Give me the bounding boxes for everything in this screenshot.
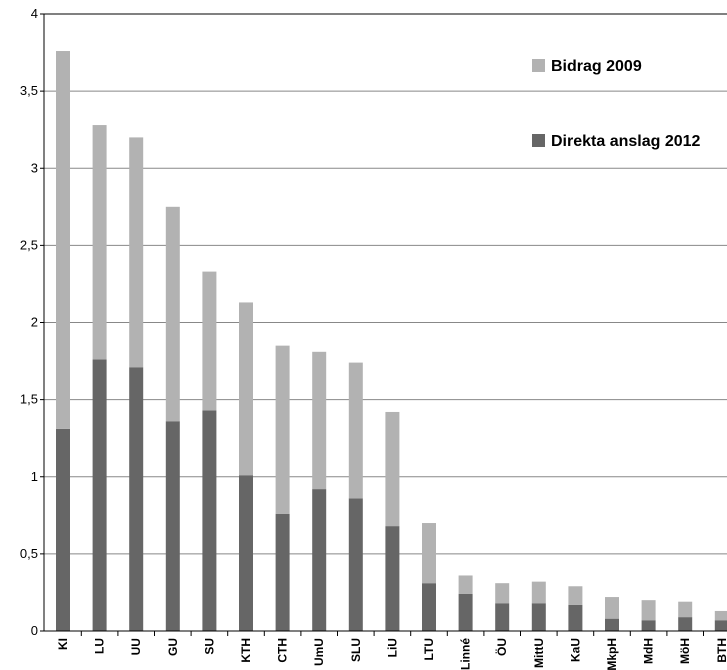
x-tick-label: CTH [276,638,290,663]
bar-segment-direkta [568,604,583,631]
x-tick-label: KaU [568,638,582,662]
bar-segment-bidrag [495,583,510,604]
bar-segment-bidrag [92,125,107,360]
y-tick-label: 3,5 [20,83,38,98]
bar-segment-direkta [312,489,327,631]
legend: Bidrag 2009 Direkta anslag 2012 [532,58,701,150]
x-tick-label: MöH [678,638,692,664]
x-tick-label: ÖU [494,638,509,656]
bar-segment-bidrag [678,601,693,618]
bar-segment-direkta [641,620,656,631]
bar-segment-direkta [714,620,727,631]
x-tick-label: KTH [239,638,253,663]
x-tick-label: MdH [642,638,656,664]
x-tick-label: GU [166,638,180,656]
legend-label-bidrag: Bidrag 2009 [551,58,642,75]
bar-segment-bidrag [531,581,546,604]
bar-segment-bidrag [605,597,619,619]
bar-segment-direkta [605,618,619,631]
legend-swatch-direkta [532,134,545,147]
bar-segment-bidrag [312,351,327,490]
y-tick-label: 2,5 [20,237,38,252]
bar-segment-direkta [275,513,290,631]
bar-segment-direkta [422,583,436,631]
x-tick-label: SU [202,638,216,655]
bar-segment-bidrag [641,600,656,621]
bar-segment-direkta [385,526,400,631]
bar-segment-direkta [129,367,144,631]
bar-segment-direkta [495,603,510,631]
bar-segment-bidrag [422,523,436,584]
bar-segment-bidrag [202,271,217,411]
bar-segment-direkta [239,475,253,631]
x-tick-label: Linné [459,638,473,670]
bar-segment-direkta [92,359,107,631]
bar-segment-direkta [165,421,180,631]
bar-segment-bidrag [239,302,253,476]
y-tick-label: 0 [31,623,38,638]
y-tick-labels: 0 0,5 1 1,5 2 2,5 3 3,5 4 [20,6,44,638]
x-tick-label: KI [56,638,70,650]
y-tick-label: 3 [31,160,38,175]
x-tick-label: LTU [422,638,436,660]
grid-lines [44,13,727,555]
y-tick-label: 0,5 [20,546,38,561]
x-tick-labels: KI LU UU GU SU KTH CTH UmU SLU LiU LTU Linné ÖU MittU… [56,631,727,670]
x-tick-label: BTH [715,638,727,663]
x-tick-label: UmU [312,638,326,666]
bar-segment-bidrag [568,586,583,605]
y-tick-label: 1,5 [20,392,38,407]
bar-segment-bidrag [56,51,70,429]
x-tick-label: UU [129,638,143,655]
bar-segment-bidrag [458,575,473,594]
legend-label-direkta: Direkta anslag 2012 [551,133,701,150]
bar-segment-direkta [458,593,473,631]
bar-segment-direkta [56,428,70,631]
x-tick-label: MittU [532,638,546,668]
y-tick-label: 4 [31,6,38,21]
bar-segment-bidrag [348,362,363,499]
x-tick-label: MkpH [605,638,619,670]
y-tick-label: 2 [31,315,38,330]
bars [56,51,727,631]
x-tick-label: SLU [349,638,363,662]
y-tick-label: 1 [31,469,38,484]
bar-segment-bidrag [275,345,290,514]
bar-segment-direkta [678,617,693,631]
x-tick-label: LU [93,638,107,654]
bar-segment-direkta [531,603,546,631]
bar-segment-direkta [348,498,363,631]
bar-segment-bidrag [714,610,727,621]
bar-segment-bidrag [129,137,144,368]
bar-segment-bidrag [165,206,180,422]
legend-swatch-bidrag [532,59,545,72]
bar-segment-direkta [202,410,217,631]
bar-segment-bidrag [385,411,400,527]
x-tick-label: LiU [385,638,399,657]
